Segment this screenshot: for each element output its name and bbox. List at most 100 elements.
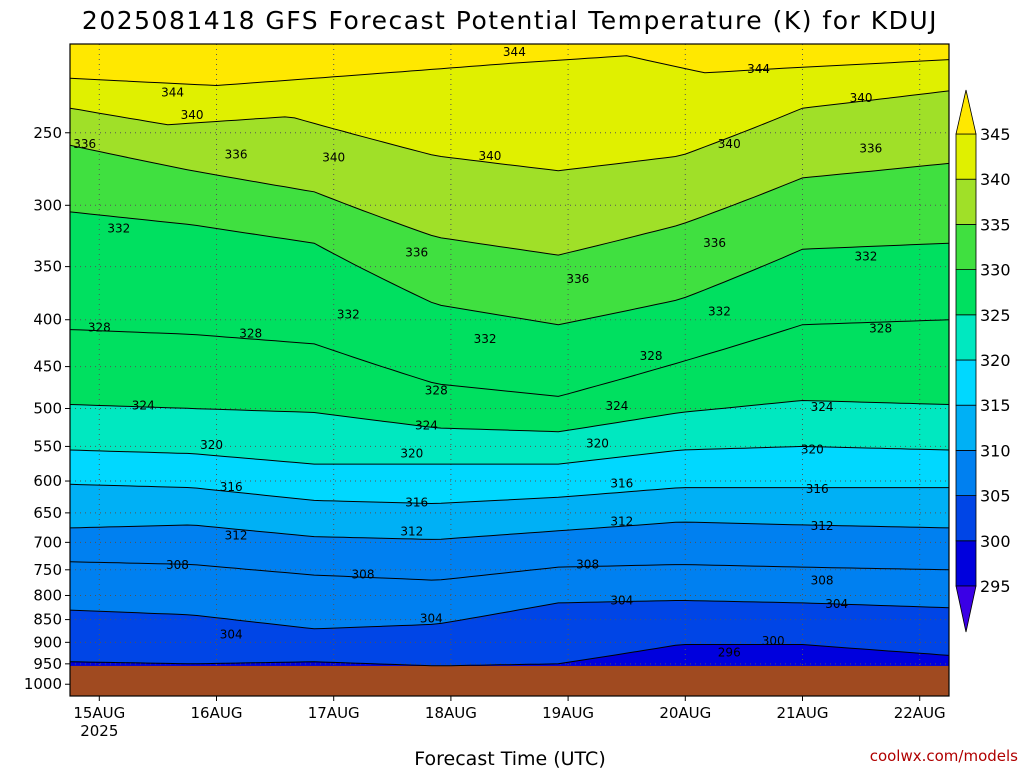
- contour-label: 336: [566, 272, 589, 286]
- contour-label: 336: [703, 236, 726, 250]
- contour-label: 332: [708, 305, 731, 319]
- theta-band: [70, 561, 949, 629]
- colorbar-box: [955, 449, 977, 496]
- contour-label: 328: [869, 322, 892, 336]
- y-tick-label: 700: [33, 533, 62, 551]
- y-tick-label: 300: [33, 196, 62, 214]
- x-tick-label: 16AUG: [191, 704, 243, 722]
- chart-title: 2025081418 GFS Forecast Potential Temper…: [82, 6, 938, 35]
- isentrope-344: [69, 55, 950, 87]
- contour-label: 344: [161, 86, 184, 100]
- y-tick-label: 250: [33, 124, 62, 142]
- isentrope-320: [69, 445, 950, 465]
- contour-label: 320: [801, 442, 824, 456]
- contour-label: 340: [718, 137, 741, 151]
- isentrope-300: [69, 644, 950, 667]
- contour-label: 320: [200, 438, 223, 452]
- colorbar-label: 300: [980, 532, 1011, 551]
- contour-label: 340: [479, 149, 502, 163]
- contour-label: 296: [718, 645, 741, 659]
- colorbar-box: [955, 359, 977, 406]
- contour-label: 344: [503, 45, 526, 59]
- ground-layer: [70, 665, 949, 696]
- contour-label: 316: [610, 477, 633, 491]
- isentrope-contours: [69, 55, 950, 667]
- isentrope-304: [69, 600, 950, 630]
- contour-label: 328: [425, 384, 448, 398]
- y-tick-label: 500: [33, 400, 62, 418]
- plot-frame: [69, 43, 950, 697]
- contour-label: 308: [811, 573, 834, 587]
- theta-band: [70, 90, 949, 256]
- colorbar-box: [955, 178, 977, 225]
- contour-label: 304: [825, 597, 848, 611]
- contour-label: 340: [850, 91, 873, 105]
- isentrope-324: [69, 399, 950, 433]
- y-tick-label: 600: [33, 472, 62, 490]
- contour-label: 344: [747, 62, 770, 76]
- isentrope-336: [69, 144, 950, 256]
- contour-label: 332: [337, 308, 360, 322]
- x-tick-label: 20AUG: [659, 704, 711, 722]
- credit-text: coolwx.com/models: [870, 747, 1018, 765]
- contour-label: 340: [181, 108, 204, 122]
- contour-label: 312: [811, 519, 834, 533]
- axes: 250 300 350 400 450 500 550 600 650 700 750 800 850 9…: [24, 43, 950, 740]
- y-tick-label: 1000: [24, 675, 62, 693]
- contour-label: 336: [225, 147, 248, 161]
- isentrope-316: [69, 483, 949, 505]
- contour-label: 324: [811, 400, 834, 414]
- isentrope-308: [69, 561, 950, 581]
- colorbar-label: 320: [980, 351, 1011, 370]
- y-tick-label: 800: [33, 586, 62, 604]
- contour-label: 308: [352, 568, 375, 582]
- colorbar-bottom-arrow: [955, 585, 977, 633]
- contour-label: 320: [586, 437, 609, 451]
- x-tick-label: 18AUG: [425, 704, 477, 722]
- colorbar-box: [955, 269, 977, 316]
- contour-label: 308: [166, 558, 189, 572]
- y-tick-label: 450: [33, 358, 62, 376]
- colorbar: 295 300 305 310 315 320 325 330 335 340 345: [955, 89, 1011, 633]
- contour-label: 336: [73, 137, 96, 151]
- colorbar-box: [955, 495, 977, 542]
- theta-band: [70, 211, 949, 397]
- theta-band: [70, 44, 949, 86]
- x-tick-label: 21AUG: [777, 704, 829, 722]
- contour-label: 312: [400, 524, 423, 538]
- y-tick-label: 850: [33, 611, 62, 629]
- contour-labels: 344 344 344 340 340 340 340 340 336 336 336 336 336 3…: [73, 45, 892, 659]
- contour-label: 328: [239, 326, 262, 340]
- colorbar-label: 295: [980, 577, 1011, 596]
- colorbar-label: 335: [980, 215, 1011, 234]
- contour-label: 316: [220, 480, 243, 494]
- colorbar-box: [955, 540, 977, 587]
- contour-label: 300: [762, 634, 785, 648]
- x-tick-label: 22AUG: [894, 704, 946, 722]
- x-tick-label: 19AUG: [542, 704, 594, 722]
- x-axis-label: Forecast Time (UTC): [414, 748, 605, 768]
- contour-label: 328: [88, 321, 111, 335]
- colorbar-label: 325: [980, 306, 1011, 325]
- contour-label: 336: [405, 246, 428, 260]
- y-tick-label: 550: [33, 437, 62, 455]
- contour-label: 316: [806, 482, 829, 496]
- colorbar-label: 310: [980, 441, 1011, 460]
- contour-label: 316: [405, 495, 428, 509]
- isentrope-312: [69, 521, 950, 540]
- contour-label: 304: [420, 612, 443, 626]
- y-tick-label: 350: [33, 258, 62, 276]
- colorbar-top-arrow: [955, 89, 977, 135]
- contour-label: 332: [474, 332, 497, 346]
- y-tick-label: 650: [33, 504, 62, 522]
- y-tick-label: 900: [33, 633, 62, 651]
- contour-label: 312: [610, 514, 633, 528]
- contour-label: 328: [640, 349, 663, 363]
- isentrope-332: [69, 211, 950, 326]
- theta-band: [70, 600, 949, 666]
- contour-label: 320: [400, 447, 423, 461]
- contour-label: 304: [610, 593, 633, 607]
- colorbar-box: [955, 223, 977, 270]
- x-tick-sublabel: 2025: [80, 722, 118, 740]
